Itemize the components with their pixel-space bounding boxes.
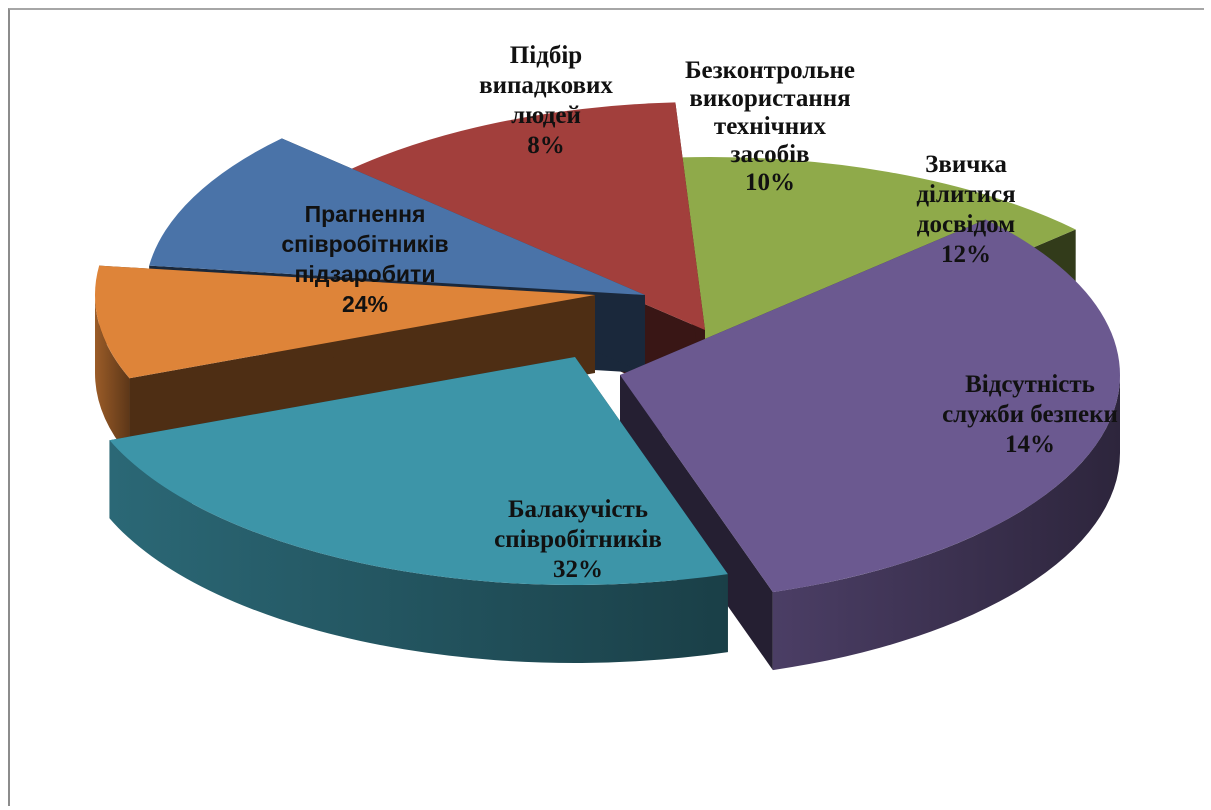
pie-slice-1 xyxy=(620,219,1121,671)
slice-category-label-4-3: технічних xyxy=(714,113,827,140)
slice-percent-label-6: 14% xyxy=(1005,431,1055,458)
slice-category-label-5-1: Звичка xyxy=(925,151,1007,178)
slice-category-label-1-2: співробітників xyxy=(494,526,662,553)
slice-category-label-2-3: підзаробити xyxy=(295,261,436,287)
slice-category-label-6-2: служби безпеки xyxy=(942,401,1118,428)
slice-category-label-3-3: людей xyxy=(511,102,581,129)
slice-category-label-6-1: Відсутність xyxy=(965,371,1095,398)
pie-slice-top-4 xyxy=(149,138,645,295)
pie-slice-top-3 xyxy=(95,265,595,379)
slice-category-label-2-1: Прагнення xyxy=(305,201,426,227)
pie-slice-rim-1 xyxy=(772,375,1120,671)
pie-slice-3 xyxy=(95,265,595,457)
slice-category-label-4-1: Безконтрольне xyxy=(685,57,855,84)
slice-category-label-4-4: засобів xyxy=(730,141,809,168)
slice-category-label-5-3: досвідом xyxy=(917,211,1015,238)
pie-slice-rim-2 xyxy=(109,440,728,664)
slice-category-label-4-2: використання xyxy=(689,85,850,112)
pie-slice-top-5 xyxy=(341,102,705,330)
slice-category-label-5-2: ділитися xyxy=(916,181,1015,208)
slice-percent-label-3: 8% xyxy=(527,132,565,159)
slice-percent-label-2: 24% xyxy=(342,291,388,317)
slice-category-label-1-1: Балакучість xyxy=(508,496,648,523)
pie-slice-wall-1-2 xyxy=(620,375,773,671)
pie-slice-top-2 xyxy=(109,357,728,585)
slice-category-label-3-1: Підбір xyxy=(510,42,582,69)
slice-percent-label-4: 10% xyxy=(745,169,795,196)
pie-slice-rim-3 xyxy=(95,295,130,457)
slice-percent-label-1: 32% xyxy=(553,556,603,583)
pie-slice-2 xyxy=(109,357,728,664)
pie-slice-top-1 xyxy=(620,219,1121,593)
slice-percent-label-5: 12% xyxy=(941,241,991,268)
slice-category-label-3-2: випадкових xyxy=(479,72,613,99)
slice-category-label-2-2: співробітників xyxy=(281,231,448,257)
